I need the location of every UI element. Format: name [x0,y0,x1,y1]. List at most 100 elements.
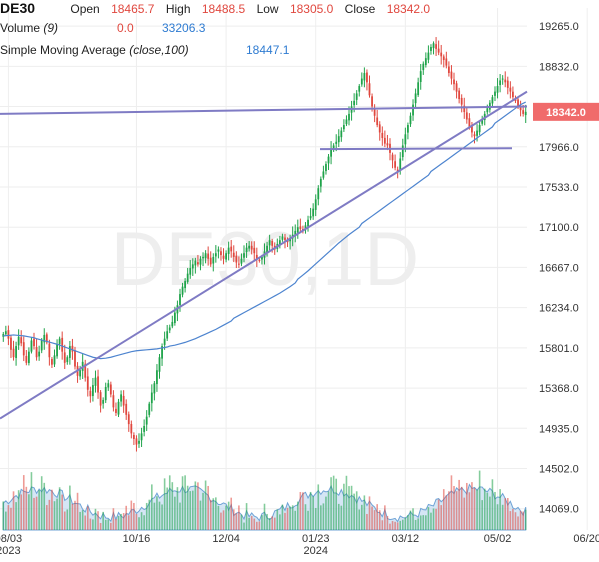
candle-body [232,252,235,257]
volume-bar [401,519,404,530]
candle-body [294,230,297,237]
candle-body [7,330,10,339]
x-tick-label: 12/04 [212,533,240,545]
volume-bar [112,508,115,530]
candle-body [463,105,466,113]
last-price-text: 18342.0 [546,107,586,119]
candle-body [309,216,312,219]
candle-body [92,385,94,397]
volume-bar [225,505,227,530]
volume-bar [491,479,494,530]
volume-bar [86,506,89,530]
volume-bar [63,511,66,530]
candle-body [99,392,102,406]
candle-body [366,72,368,83]
volume-bar [409,510,412,530]
candle-body [245,247,248,253]
y-tick-label: 16234.0 [539,303,579,315]
candle-body [468,118,471,127]
candle-body [97,376,99,393]
volume-bar [299,491,302,530]
candle-body [94,377,97,386]
candle-body [266,245,268,253]
volume-bar [355,491,358,530]
volume-bar [153,502,156,530]
candle-body [478,125,481,133]
candle-body [194,260,197,266]
symbol-label[interactable]: DE30 [0,0,36,16]
volume-bar [191,490,194,530]
volume-bar [384,505,386,530]
candle-body [158,357,161,372]
volume-bar [25,486,28,530]
volume-bar [471,482,473,530]
candle-body [322,171,325,178]
volume-bar [245,503,248,530]
candle-body [166,331,169,339]
candle-body [296,227,299,233]
volume-bar [294,510,297,530]
volume-bar [501,504,504,530]
candle-body [89,390,92,397]
volume-bar [281,504,284,530]
volume-bar [66,509,69,530]
volume-bar [350,485,353,530]
candle-body [22,342,25,356]
candle-body [15,346,17,358]
candle-body [184,281,187,289]
volume-bar [314,507,317,530]
candle-body [168,327,171,331]
volume-bar [399,520,402,530]
y-tick-label: 14069.0 [539,504,579,516]
volume-bar [202,492,204,530]
candle-body [20,337,23,344]
volume-bar [463,497,466,530]
candle-body [368,83,371,96]
candle-body [509,87,512,92]
candle-body [391,154,394,161]
volume-bar [366,513,368,530]
candle-body [102,399,105,404]
candle-body [422,63,425,71]
candle-body [79,370,82,377]
candle-body [173,312,176,324]
resistance-line [0,105,528,115]
volume-bar [271,516,273,530]
volume-bar [348,486,350,530]
volume-bar [486,492,489,530]
candle-body [38,351,41,357]
candle-body [115,408,117,413]
candle-body [378,124,381,133]
volume-bar [296,501,299,530]
candle-body [332,145,335,150]
high-value: 18488.5 [201,2,246,16]
candle-body [337,136,340,143]
candle-body [435,44,437,49]
candle-body [317,188,320,200]
candle-body [122,395,125,406]
volume-bar [407,514,409,530]
close-label: Close [344,2,376,16]
candle-body [491,97,494,104]
volume-bar [186,485,189,530]
candle-body [202,256,204,259]
candle-body [51,359,53,365]
candle-body [440,52,443,57]
candle-body [447,66,450,74]
volume-bar [5,511,7,530]
volume-bar [35,496,38,530]
candle-body [371,96,373,107]
sma-path [3,101,526,360]
volume-bar [317,484,320,530]
volume-bar [30,472,33,530]
volume-bar [320,505,322,530]
volume-bar [286,507,289,530]
candle-body [61,337,64,352]
candle-body [496,86,499,93]
y-tick-label: 18832.0 [539,61,579,73]
volume-bar [358,509,361,530]
volume-bar [419,515,422,530]
volume-bar [309,491,312,530]
volume-bar [38,490,40,530]
volume-bar [302,492,304,530]
